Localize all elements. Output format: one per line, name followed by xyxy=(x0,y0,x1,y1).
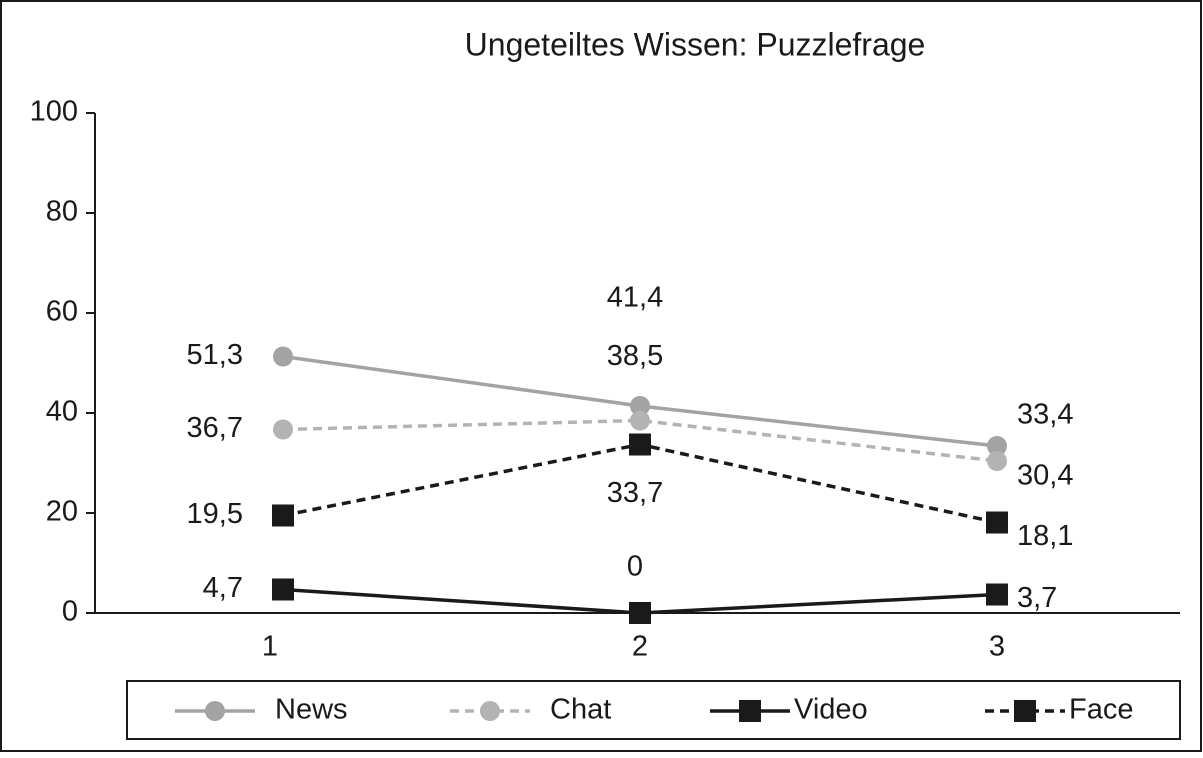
point xyxy=(630,410,650,431)
point xyxy=(272,578,294,601)
point xyxy=(986,511,1008,534)
legend-label: Chat xyxy=(550,694,611,726)
x-tick-label: 2 xyxy=(632,631,648,663)
point xyxy=(629,433,651,456)
y-tick-label: 80 xyxy=(46,196,78,228)
point xyxy=(273,346,293,367)
legend-marker xyxy=(739,700,761,722)
point xyxy=(986,583,1008,606)
data-label: 33,4 xyxy=(1017,399,1073,431)
legend-marker xyxy=(1014,700,1036,722)
data-label: 51,3 xyxy=(187,339,243,371)
data-label: 38,5 xyxy=(607,340,663,372)
y-tick-label: 100 xyxy=(30,96,78,128)
point xyxy=(629,602,651,624)
y-tick-label: 60 xyxy=(46,296,78,328)
point xyxy=(272,504,294,527)
legend-marker xyxy=(480,701,500,721)
y-tick-label: 20 xyxy=(46,496,78,528)
x-tick-label: 3 xyxy=(989,631,1005,663)
legend-box xyxy=(126,680,1181,740)
point xyxy=(987,451,1007,471)
legend-label: Face xyxy=(1069,694,1133,726)
data-label: 19,5 xyxy=(187,498,243,530)
data-label: 33,7 xyxy=(607,477,663,509)
point xyxy=(987,436,1007,456)
y-tick-label: 40 xyxy=(46,396,78,428)
data-label: 18,1 xyxy=(1017,520,1073,552)
data-label: 4,7 xyxy=(203,572,243,604)
data-label: 30,4 xyxy=(1017,460,1073,492)
point xyxy=(273,419,293,440)
data-label: 3,7 xyxy=(1017,582,1057,614)
legend-label: Video xyxy=(794,694,868,726)
point xyxy=(630,396,650,416)
data-label: 36,7 xyxy=(187,412,243,444)
legend-marker xyxy=(205,701,225,721)
x-tick-label: 1 xyxy=(262,631,278,663)
data-label: 41,4 xyxy=(607,282,663,314)
chart-title: Ungeteiltes Wissen: Puzzlefrage xyxy=(465,26,926,62)
legend-label: News xyxy=(275,694,348,726)
data-label: 0 xyxy=(627,551,643,583)
y-tick-label: 0 xyxy=(62,596,78,628)
